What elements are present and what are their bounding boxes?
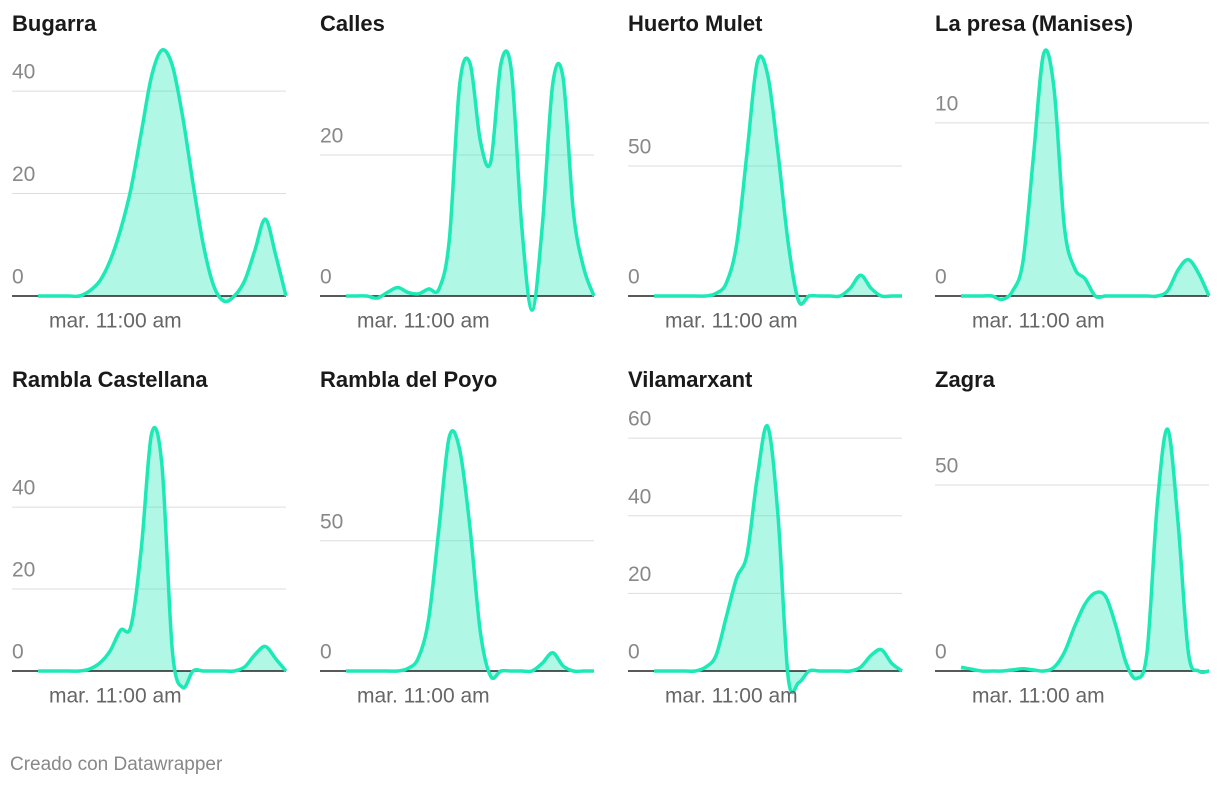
line [654,54,902,306]
y-tick-label: 0 [12,641,24,664]
y-tick-label: 0 [12,266,24,289]
x-tick-label: mar. 11:00 am [665,310,798,333]
line [38,425,288,690]
area [961,50,1209,300]
line [654,424,904,695]
y-tick-label: 20 [12,163,35,186]
panel-title: Zagra [935,367,996,392]
area [961,429,1209,679]
panel-title: Rambla Castellana [12,367,208,392]
y-tick-label: 20 [628,563,651,586]
y-tick-label: 10 [935,92,958,115]
y-tick-label: 0 [628,641,640,664]
panel-title: Rambla del Poyo [320,367,497,392]
line [38,48,288,304]
x-tick-label: mar. 11:00 am [665,685,798,708]
area [38,427,286,688]
line [960,427,1210,681]
area [38,49,286,302]
y-tick-label: 50 [935,455,958,478]
panel-title: La presa (Manises) [935,11,1133,36]
line [346,429,594,681]
footer: Creado con Datawrapper [10,754,223,775]
x-tick-label: mar. 11:00 am [972,310,1105,333]
y-tick-label: 0 [320,266,332,289]
y-tick-label: 0 [320,641,332,664]
x-tick-label: mar. 11:00 am [357,685,490,708]
y-tick-label: 0 [628,266,640,289]
y-tick-label: 20 [320,125,343,148]
line [961,48,1211,302]
y-tick-label: 20 [12,559,35,582]
panel-title: Vilamarxant [628,367,753,392]
x-tick-label: mar. 11:00 am [49,310,182,333]
y-tick-label: 60 [628,408,651,431]
y-tick-label: 50 [320,510,343,533]
panel-title: Bugarra [12,11,97,36]
line [346,49,596,312]
y-tick-label: 50 [628,135,651,158]
y-tick-label: 40 [628,485,651,508]
y-tick-label: 0 [935,266,947,289]
panel-title: Huerto Mulet [628,11,763,36]
y-tick-label: 40 [12,61,35,84]
area [654,425,902,693]
area [346,50,594,311]
x-tick-label: mar. 11:00 am [49,685,182,708]
panel-title: Calles [320,11,385,36]
x-tick-label: mar. 11:00 am [972,685,1105,708]
y-tick-label: 0 [935,641,947,664]
y-tick-label: 40 [12,477,35,500]
area [654,56,902,305]
area [346,430,594,679]
x-tick-label: mar. 11:00 am [357,310,490,333]
